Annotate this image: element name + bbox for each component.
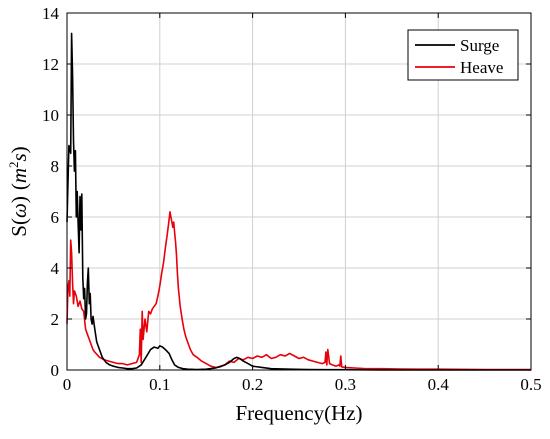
y-axis-label-open-paren: ( [7,183,31,190]
x-tick-label: 0.1 [149,375,170,394]
x-tick-label: 0.3 [335,375,356,394]
y-axis-label-unit-m: m [7,168,31,183]
x-tick-label: 0.4 [428,375,450,394]
y-axis-ticks: 0 2 4 6 8 10 12 14 [42,4,531,380]
y-tick-label: 10 [42,106,59,125]
y-axis-label-unit-exp: 2 [6,162,21,169]
series-lines [66,32,531,371]
y-tick-label: 6 [51,208,60,227]
y-axis-label-close-paren: ) [7,146,31,153]
series-line-heave [66,211,531,371]
x-tick-label: 0 [63,375,72,394]
x-axis-ticks: 0 0.1 0.2 0.3 0.4 0.5 [63,13,542,394]
y-tick-label: 14 [42,4,60,23]
y-axis-label-omega: ω [7,203,31,218]
legend-label-heave: Heave [460,58,503,77]
y-tick-label: 2 [51,310,60,329]
legend: Surge Heave [407,29,519,81]
y-axis-label-unit-s: s [7,153,31,161]
legend-box [407,29,519,81]
y-axis-label: S(ω) (m2s) [6,146,31,236]
x-tick-label: 0.5 [520,375,541,394]
y-tick-label: 4 [51,259,60,278]
series-line-surge [66,32,531,371]
y-tick-label: 8 [51,157,60,176]
x-axis-label: Frequency(Hz) [235,401,362,425]
y-tick-label: 12 [42,55,59,74]
y-axis-label-prefix: S( [7,218,31,237]
plot-area-frame [66,12,532,371]
svg-text:S(ω)(m2s): S(ω) (m2s) [6,146,31,236]
x-tick-label: 0.2 [242,375,263,394]
y-tick-label: 0 [51,361,60,380]
y-axis-label-close: ) [7,196,31,203]
legend-label-surge: Surge [460,36,499,55]
